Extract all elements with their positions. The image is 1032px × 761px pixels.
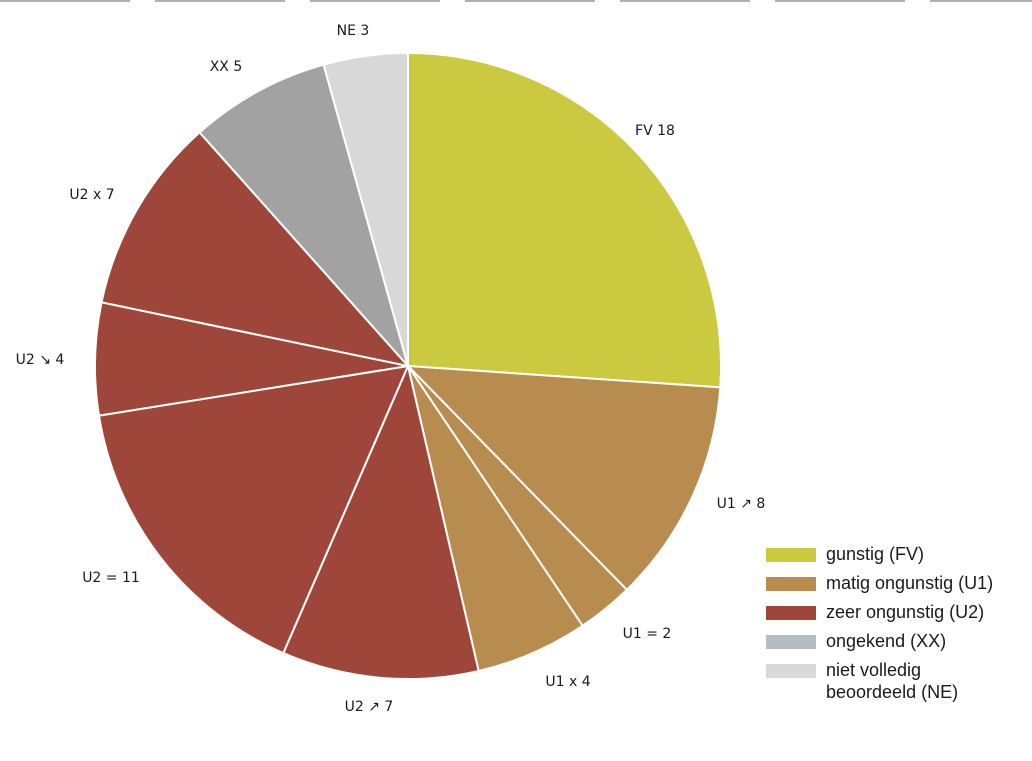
top-dashed-border: [0, 0, 1032, 2]
legend-swatch-ne: [766, 664, 816, 678]
pie-slices: [94, 52, 722, 680]
legend-item-xx: ongekend (XX): [766, 630, 1028, 652]
pie-labels: FV 18 U1 ↗ 8 U1 = 2 U1 x 4 U2 ↗ 7 U2 = 11 U2 ↘…: [16, 23, 766, 715]
legend-label-fv: gunstig (FV): [826, 544, 925, 564]
legend-swatch-fv: [766, 548, 816, 562]
pie-slice-ne-9: [322, 52, 409, 367]
slice-label-5: U2 = 11: [82, 570, 140, 586]
legend-label-u2: zeer ongunstig (U2): [826, 602, 985, 622]
legend-swatch-u2: [766, 606, 816, 620]
legend-swatch-xx: [766, 635, 816, 649]
slice-label-0: FV 18: [635, 123, 675, 139]
pie-slice-u1-1: [407, 365, 722, 591]
pie-slice-xx-8: [198, 63, 409, 367]
legend: gunstig (FV) matig ongunstig (U1) zeer ong…: [766, 543, 1028, 710]
slice-label-6: U2 ↘ 4: [16, 352, 65, 368]
legend-label-xx: ongekend (XX): [826, 631, 947, 651]
pie-slice-u2-4: [282, 365, 480, 680]
slice-label-4: U2 ↗ 7: [345, 699, 394, 715]
slice-label-8: XX 5: [210, 59, 243, 75]
slice-label-7: U2 x 7: [69, 187, 114, 203]
legend-item-u2: zeer ongunstig (U2): [766, 601, 1028, 623]
pie-slice-u2-5: [97, 365, 409, 655]
slice-label-9: NE 3: [337, 23, 370, 39]
slice-label-2: U1 = 2: [623, 626, 672, 642]
legend-item-u1: matig ongunstig (U1): [766, 572, 1028, 594]
pie-slice-u2-7: [100, 131, 409, 367]
slice-label-3: U1 x 4: [545, 674, 590, 690]
slice-label-1: U1 ↗ 8: [717, 496, 766, 512]
legend-item-fv: gunstig (FV): [766, 543, 1028, 565]
legend-label-ne: niet volledig beoordeeld (NE): [826, 660, 959, 702]
legend-swatch-u1: [766, 577, 816, 591]
legend-label-u1: matig ongunstig (U1): [826, 573, 994, 593]
legend-item-ne: niet volledig beoordeeld (NE): [766, 659, 1028, 703]
pie-slice-fv-0: [407, 52, 722, 389]
